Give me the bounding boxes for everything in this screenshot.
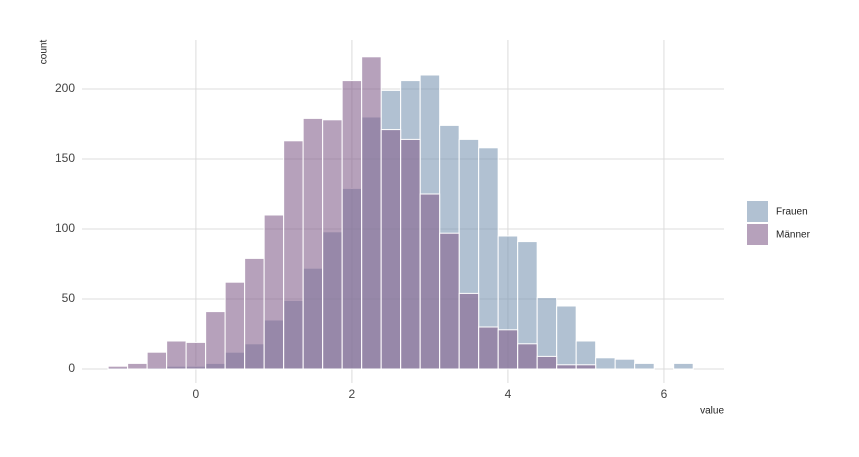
bar bbox=[673, 362, 694, 370]
bar bbox=[419, 193, 441, 370]
y-tick-label: 0 bbox=[68, 361, 75, 375]
bar bbox=[458, 292, 480, 370]
legend-swatch bbox=[747, 224, 768, 245]
bar bbox=[400, 138, 421, 370]
bar bbox=[166, 340, 187, 370]
legend-label: Frauen bbox=[776, 207, 808, 218]
bar bbox=[224, 281, 246, 370]
bar bbox=[536, 355, 558, 370]
bar bbox=[205, 311, 226, 370]
y-tick-label: 150 bbox=[55, 151, 75, 165]
bar bbox=[517, 343, 538, 370]
bar bbox=[302, 117, 324, 370]
bar bbox=[283, 140, 304, 370]
y-tick-label: 100 bbox=[55, 221, 75, 235]
x-axis-title: value bbox=[700, 406, 724, 417]
bar bbox=[146, 351, 168, 370]
bar bbox=[185, 341, 207, 370]
bar bbox=[263, 214, 285, 370]
bar bbox=[244, 257, 265, 370]
bar bbox=[614, 358, 636, 370]
bar bbox=[478, 326, 499, 370]
bar bbox=[595, 357, 616, 370]
bar bbox=[322, 119, 343, 370]
x-tick-label: 4 bbox=[505, 387, 512, 401]
bar bbox=[107, 365, 129, 370]
bar bbox=[341, 80, 363, 370]
bar bbox=[556, 305, 577, 370]
legend-label: Männer bbox=[776, 230, 811, 241]
bar bbox=[634, 362, 655, 370]
y-tick-label: 50 bbox=[62, 291, 76, 305]
legend-swatch bbox=[747, 201, 768, 222]
x-tick-label: 2 bbox=[349, 387, 356, 401]
bar bbox=[361, 56, 382, 370]
bar bbox=[556, 364, 577, 370]
bar bbox=[497, 329, 519, 370]
x-tick-label: 0 bbox=[193, 387, 200, 401]
bar bbox=[127, 362, 148, 370]
y-axis-title: count bbox=[39, 40, 50, 65]
bar bbox=[575, 364, 597, 370]
bar bbox=[439, 232, 460, 370]
y-tick-label: 200 bbox=[55, 81, 75, 95]
x-tick-label: 6 bbox=[661, 387, 668, 401]
bar bbox=[380, 129, 402, 370]
